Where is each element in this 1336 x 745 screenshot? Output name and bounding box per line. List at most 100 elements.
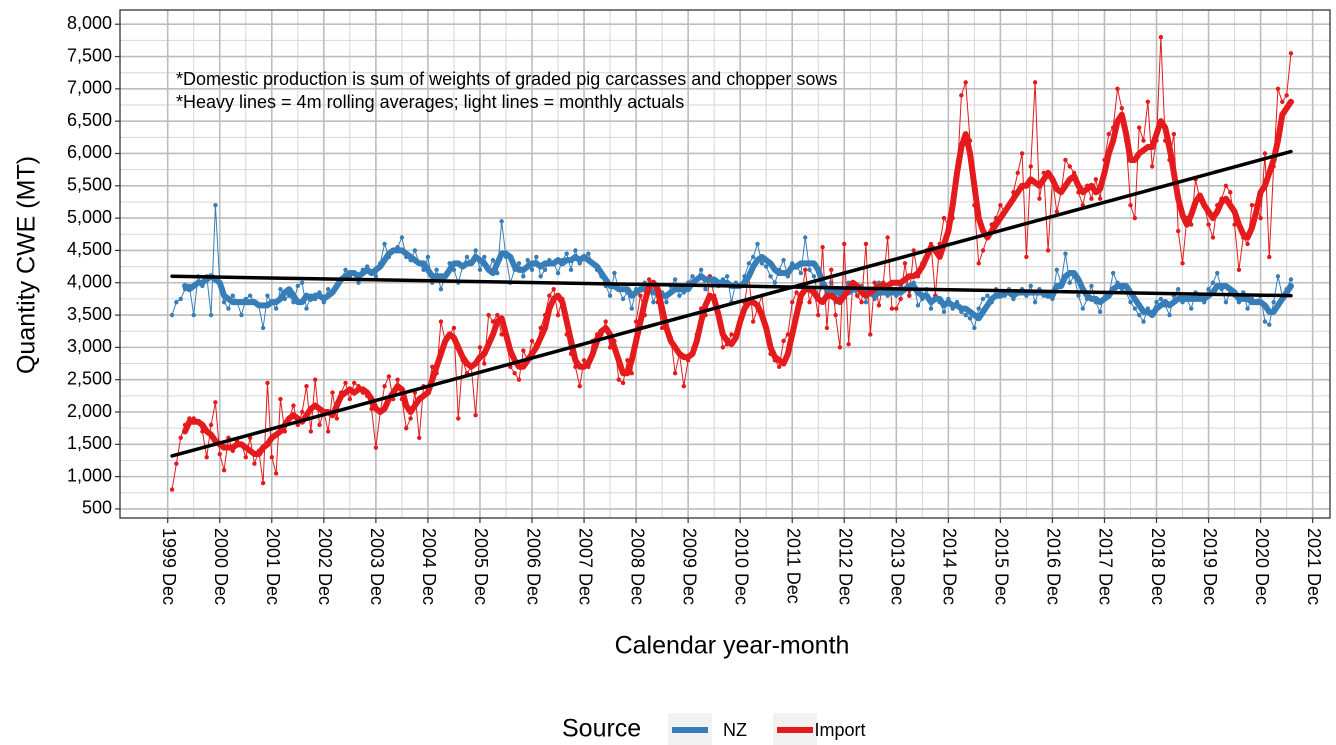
monthly-line-point [1028, 283, 1033, 289]
monthly-line-point [1210, 235, 1216, 240]
y-tick-label: 3,500 [67, 304, 112, 324]
monthly-line-point [291, 403, 296, 408]
monthly-line-point [842, 241, 847, 247]
monthly-line-point [178, 435, 183, 441]
monthly-line-point [1067, 280, 1072, 285]
legend-label: NZ [723, 720, 747, 740]
monthly-line-point [1149, 164, 1155, 169]
monthly-line-point [1032, 299, 1038, 305]
monthly-line-point [317, 422, 322, 428]
monthly-line-point [1063, 251, 1068, 256]
monthly-line-point [213, 202, 218, 208]
monthly-line-point [169, 487, 175, 492]
monthly-line-point [1037, 196, 1042, 201]
monthly-line-point [1136, 125, 1142, 130]
monthly-line-point [490, 257, 496, 263]
monthly-line-point [412, 248, 418, 253]
monthly-line-point [768, 274, 773, 279]
monthly-line-point [1097, 196, 1103, 201]
monthly-line-point [213, 400, 218, 405]
monthly-line-point [1206, 287, 1211, 292]
monthly-line-point [278, 287, 283, 292]
monthly-line-point [295, 283, 301, 289]
monthly-line-point [1132, 215, 1138, 221]
monthly-line-point [1054, 267, 1059, 273]
monthly-line-point [638, 293, 643, 298]
monthly-line-point [230, 293, 235, 298]
x-tick-label: 2002 Dec [315, 528, 335, 605]
monthly-line-point [382, 383, 387, 389]
monthly-line-point [1280, 99, 1285, 104]
monthly-line-point [169, 312, 175, 318]
monthly-line-point [1067, 164, 1072, 169]
monthly-line-point [351, 380, 357, 386]
monthly-line-point [980, 248, 986, 253]
monthly-line-point [208, 312, 214, 318]
x-tick-label: 2015 Dec [992, 528, 1012, 605]
monthly-line-point [308, 429, 314, 434]
monthly-line-point [564, 251, 569, 256]
monthly-line-point [1180, 261, 1185, 266]
monthly-line-point [846, 341, 851, 347]
y-tick-label: 7,000 [67, 78, 112, 98]
monthly-line-point [1080, 306, 1085, 311]
monthly-line-point [790, 299, 795, 305]
monthly-line-point [620, 296, 626, 302]
monthly-line-point [616, 377, 621, 382]
monthly-line-point [1288, 277, 1294, 282]
monthly-line-point [816, 312, 821, 318]
monthly-line-point [1262, 151, 1268, 156]
monthly-line-point [811, 274, 817, 279]
monthly-line-point [425, 254, 431, 260]
monthly-line-point [603, 319, 608, 324]
monthly-line-point [863, 299, 869, 305]
monthly-line-point [395, 377, 400, 382]
y-tick-label: 4,000 [67, 271, 112, 291]
monthly-line-point [1258, 215, 1263, 221]
monthly-line-point [746, 261, 752, 266]
monthly-line-point [612, 270, 617, 276]
monthly-line-point [174, 299, 179, 305]
monthly-line-point [868, 332, 873, 337]
monthly-line-point [534, 254, 539, 260]
x-tick-label: 2004 Dec [419, 528, 439, 605]
monthly-line-point [1024, 254, 1029, 260]
monthly-line-point [239, 312, 244, 318]
monthly-line-point [729, 332, 734, 337]
monthly-line-point [1228, 190, 1233, 195]
monthly-line-point [525, 257, 530, 263]
monthly-line-point [573, 248, 578, 253]
monthly-line-point [972, 325, 977, 331]
monthly-line-point [772, 280, 778, 285]
monthly-line-point [221, 467, 227, 473]
x-tick-label: 2000 Dec [211, 528, 231, 605]
monthly-line-point [963, 80, 968, 85]
y-tick-label: 5,500 [67, 175, 112, 195]
legend-title: Source [562, 715, 641, 743]
y-tick-label: 5,000 [67, 207, 112, 227]
monthly-line-point [330, 390, 335, 395]
monthly-line-point [798, 270, 804, 276]
monthly-line-point [902, 261, 908, 266]
monthly-line-point [1097, 309, 1103, 315]
monthly-line-point [269, 455, 274, 460]
monthly-line-point [551, 287, 556, 292]
monthly-line-point [1110, 270, 1116, 276]
monthly-line-point [959, 93, 964, 98]
monthly-line-point [252, 461, 257, 466]
legend-label: Import [814, 720, 865, 740]
x-tick-label: 2007 Dec [575, 528, 595, 605]
monthly-line-point [343, 380, 348, 386]
monthly-line-point [456, 416, 461, 421]
monthly-line-point [1236, 267, 1242, 273]
monthly-line-point [226, 306, 231, 311]
monthly-line-point [1176, 287, 1181, 292]
monthly-line-point [1288, 51, 1294, 56]
monthly-line-point [312, 377, 318, 382]
monthly-line-point [629, 306, 634, 311]
monthly-line-point [646, 277, 652, 282]
monthly-line-point [1136, 312, 1142, 318]
monthly-line-point [434, 267, 439, 273]
monthly-line-point [1271, 299, 1276, 305]
monthly-line-point [1267, 322, 1272, 327]
